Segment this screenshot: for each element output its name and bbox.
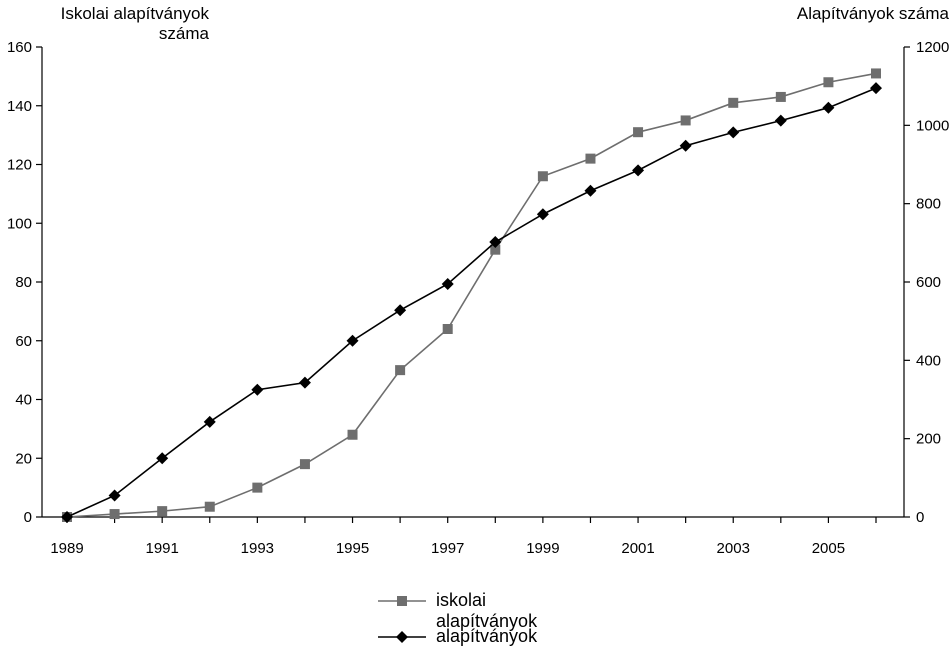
left-tick-label: 20 [15,450,32,467]
data-point-diamond [346,334,359,347]
x-tick-label: 1997 [431,540,464,557]
left-tick-label: 0 [24,509,32,526]
data-point-diamond [108,489,121,502]
right-tick-label: 200 [916,431,941,448]
left-axis-title-line1: Iskolai alapítványok [60,4,209,23]
data-point-square [252,482,263,493]
x-tick-label: 2005 [812,540,845,557]
left-axis-title-line2: száma [158,24,209,43]
right-tick-label: 1200 [916,39,949,56]
data-point-square [395,365,406,376]
data-point-diamond [774,114,787,127]
data-point-diamond [251,383,264,396]
x-tick-label: 1999 [526,540,559,557]
x-tick-label: 2001 [621,540,654,557]
legend-label-alapitvanyok: alapítványok [436,626,538,646]
legend-label-iskolai: iskolai alapítványok [436,590,538,631]
data-point-square [109,509,120,520]
data-point-square [490,244,501,255]
x-tick-label: 2003 [717,540,750,557]
right-tick-label: 400 [916,352,941,369]
x-tick-label: 1995 [336,540,369,557]
data-point-square [585,153,596,164]
data-point-square [728,97,739,108]
left-tick-label: 140 [7,98,32,115]
data-point-diamond [489,236,502,249]
left-tick-label: 160 [7,39,32,56]
data-point-diamond [203,415,216,428]
left-tick-label: 120 [7,157,32,174]
data-point-diamond [679,139,692,152]
data-point-square [157,506,168,517]
data-point-square [823,77,834,88]
left-tick-label: 80 [15,274,32,291]
right-tick-label: 0 [916,509,924,526]
line-chart: 0 20 40 60 80 100 120 140 160 0 200 400 600 800 1000 12… [7,39,949,557]
left-tick-label: 100 [7,215,32,232]
data-point-diamond [584,184,597,197]
data-point-square [299,459,310,470]
data-point-square [775,91,786,102]
data-point-diamond [727,126,740,139]
data-point-square [680,115,691,126]
data-point-square [442,324,453,334]
right-tick-label: 800 [916,196,941,213]
series-line-2 [66,87,877,518]
data-point-square [537,171,548,182]
left-tick-label: 60 [15,333,32,350]
data-point-diamond [870,82,882,95]
data-point-diamond [632,164,645,177]
data-point-diamond [394,304,407,317]
series-line-1 [66,72,877,518]
x-tick-label: 1989 [50,540,83,557]
data-point-diamond [156,452,169,465]
legend-marker-square-icon [378,596,426,606]
x-tick-label: 1991 [145,540,178,557]
data-point-square [633,127,644,138]
data-point-square [347,429,358,440]
data-point-square [204,501,215,512]
data-point-diamond [298,376,311,389]
data-point-diamond [536,208,549,221]
right-tick-label: 1000 [916,117,949,134]
legend-marker-diamond-icon [378,631,426,643]
data-point-diamond [441,277,454,290]
left-axis-title: Iskolai alapítványok száma [4,4,209,44]
x-tick-label: 1993 [241,540,274,557]
data-point-diamond [822,101,835,114]
data-point-square [871,68,881,79]
left-tick-label: 40 [15,392,32,409]
right-axis-title: Alapítványok száma [796,4,949,23]
data-point-diamond [61,511,73,523]
right-tick-label: 600 [916,274,941,291]
